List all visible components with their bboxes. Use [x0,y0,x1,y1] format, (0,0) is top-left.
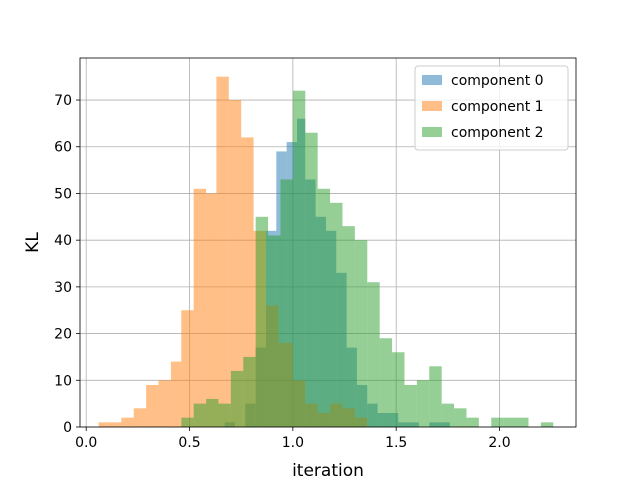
legend: component 0 component 1 component 2 [414,65,569,151]
histogram-bar [330,202,343,427]
histogram-bar [516,417,529,427]
histogram-bar [268,235,281,427]
histogram-bar [181,310,194,427]
y-axis-label: KL [23,232,43,253]
legend-swatch [422,127,442,137]
legend-label: component 2 [451,125,544,141]
x-tick-label: 0.0 [75,435,97,451]
histogram-bar [230,370,244,427]
x-axis-label: iteration [292,461,364,480]
x-tick-label: 1.5 [385,435,407,451]
y-tick-label: 50 [54,186,72,202]
histogram-bar [466,417,479,427]
histogram-bar [121,417,134,427]
histogram-bar [146,384,159,427]
histogram-bar [243,356,256,427]
legend-swatch [422,75,442,85]
histogram-bar [540,422,554,427]
histogram-bar [255,216,269,427]
y-tick-label: 10 [54,373,72,389]
y-tick-label: 60 [54,140,72,156]
x-tick-label: 0.5 [178,435,200,451]
histogram-bar [193,403,207,427]
histogram-bar [305,132,318,427]
legend-label: component 0 [451,73,544,89]
y-tick-label: 0 [63,420,72,436]
histogram-bar [193,188,207,427]
histogram-bar [416,380,430,427]
histogram-bar [98,422,122,427]
axis-ticks: 0.0 0.5 1.0 1.5 2.0 0 10 20 30 40 50 60 70 [54,93,510,451]
histogram-bar [216,76,229,428]
histogram-bar [218,403,231,427]
x-tick-label: 2.0 [488,435,510,451]
histogram-bar [206,398,219,427]
y-tick-label: 40 [54,233,72,249]
legend-swatch [422,101,442,111]
histogram-bar [241,137,254,427]
y-tick-label: 20 [54,327,72,343]
histogram-bar [491,417,504,427]
histogram-bar [133,408,147,427]
histogram-bar [379,338,393,427]
legend-frame [414,65,569,151]
histogram-bar [170,361,182,427]
histogram-bar [441,403,455,427]
histogram-bar [429,366,442,427]
series-2-bars [181,90,554,428]
histogram-bar [280,179,293,427]
bars [98,76,554,428]
legend-label: component 1 [451,99,544,115]
histogram-bar [181,417,194,427]
x-tick-label: 1.0 [282,435,304,451]
histogram-bar [404,384,417,427]
histogram-bar [206,193,217,427]
histogram-bar [454,408,467,427]
y-tick-label: 30 [54,280,72,296]
y-tick-label: 70 [54,93,72,109]
histogram-bar [367,282,380,427]
histogram-bar [392,352,405,427]
histogram-bar [342,226,355,427]
histogram-bar [503,417,517,427]
histogram-bar [317,188,331,427]
plot-frame [79,57,577,428]
histogram-bar [354,240,368,427]
histogram-bar [158,380,171,427]
histogram-bar [228,100,242,428]
histogram-bar [292,90,306,428]
